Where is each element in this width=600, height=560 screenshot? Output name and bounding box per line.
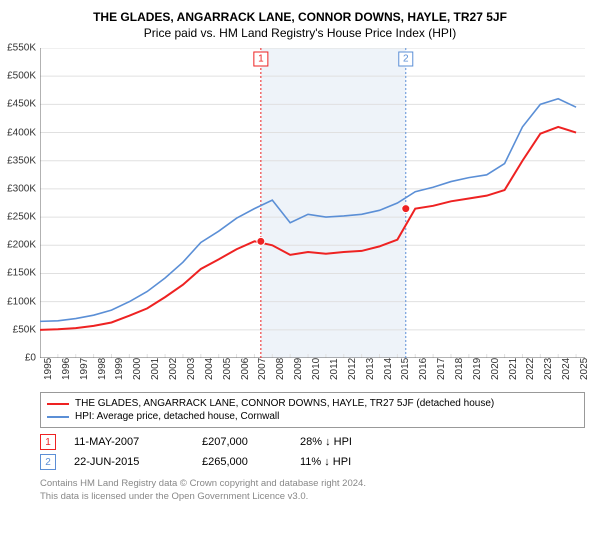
x-tick-label: 2001 [150,358,161,380]
x-tick-label: 2022 [525,358,536,380]
chart-area: £0£50K£100K£150K£200K£250K£300K£350K£400… [40,48,585,358]
x-tick-label: 1999 [114,358,125,380]
y-tick-label: £350K [7,155,36,166]
legend-item: THE GLADES, ANGARRACK LANE, CONNOR DOWNS… [47,397,578,410]
chart-svg: 12 [40,48,585,358]
x-tick-label: 2004 [204,358,215,380]
x-tick-label: 2012 [347,358,358,380]
y-tick-label: £50K [13,324,36,335]
x-tick-label: 2009 [293,358,304,380]
x-tick-label: 2024 [561,358,572,380]
y-tick-label: £500K [7,71,36,82]
legend: THE GLADES, ANGARRACK LANE, CONNOR DOWNS… [40,392,585,428]
footer-line-2: This data is licensed under the Open Gov… [40,491,585,504]
x-axis-labels: 1995 1996 1997 1998 1999 2000 2001 2002 2003 2004… [40,358,585,382]
legend-swatch [47,403,69,405]
x-tick-label: 2005 [222,358,233,380]
x-tick-label: 2015 [400,358,411,380]
y-tick-label: £200K [7,240,36,251]
y-tick-label: £300K [7,183,36,194]
event-marker: 2 [40,454,56,470]
event-marker: 1 [40,434,56,450]
x-tick-label: 2020 [490,358,501,380]
y-axis-labels: £0£50K£100K£150K£200K£250K£300K£350K£400… [0,48,38,358]
x-tick-label: 2019 [472,358,483,380]
x-tick-label: 2018 [454,358,465,380]
events-table: 1 11-MAY-2007 £207,000 28% ↓ HPI 2 22-JUN-201… [40,432,585,472]
event-row: 1 11-MAY-2007 £207,000 28% ↓ HPI [40,432,585,452]
x-tick-label: 2017 [436,358,447,380]
y-tick-label: £100K [7,296,36,307]
footer-attribution: Contains HM Land Registry data © Crown c… [40,478,585,504]
x-tick-label: 2023 [543,358,554,380]
x-tick-label: 1996 [61,358,72,380]
y-tick-label: £400K [7,127,36,138]
x-tick-label: 2010 [311,358,322,380]
y-tick-label: £550K [7,43,36,54]
x-tick-label: 2016 [418,358,429,380]
x-tick-label: 1998 [97,358,108,380]
x-tick-label: 2000 [132,358,143,380]
event-price: £207,000 [202,436,282,448]
x-tick-label: 1995 [43,358,54,380]
x-tick-label: 2003 [186,358,197,380]
event-date: 11-MAY-2007 [74,436,184,448]
event-price: £265,000 [202,456,282,468]
footer-line-1: Contains HM Land Registry data © Crown c… [40,478,585,491]
legend-label: THE GLADES, ANGARRACK LANE, CONNOR DOWNS… [75,398,494,409]
x-tick-label: 2014 [383,358,394,380]
svg-text:1: 1 [258,54,264,65]
y-tick-label: £250K [7,212,36,223]
x-tick-label: 1997 [79,358,90,380]
x-tick-label: 2013 [365,358,376,380]
chart-title: THE GLADES, ANGARRACK LANE, CONNOR DOWNS… [0,0,600,24]
event-date: 22-JUN-2015 [74,456,184,468]
x-tick-label: 2002 [168,358,179,380]
x-tick-label: 2025 [579,358,590,380]
x-tick-label: 2008 [275,358,286,380]
chart-subtitle: Price paid vs. HM Land Registry's House … [0,24,600,48]
legend-swatch [47,416,69,418]
x-tick-label: 2006 [240,358,251,380]
x-tick-label: 2021 [508,358,519,380]
x-tick-label: 2011 [329,358,340,380]
legend-item: HPI: Average price, detached house, Corn… [47,410,578,423]
x-tick-label: 2007 [257,358,268,380]
y-tick-label: £0 [25,353,36,364]
legend-label: HPI: Average price, detached house, Corn… [75,411,279,422]
svg-text:2: 2 [403,54,409,65]
event-row: 2 22-JUN-2015 £265,000 11% ↓ HPI [40,452,585,472]
event-delta: 28% ↓ HPI [300,436,352,448]
y-tick-label: £150K [7,268,36,279]
event-delta: 11% ↓ HPI [300,456,351,468]
y-tick-label: £450K [7,99,36,110]
